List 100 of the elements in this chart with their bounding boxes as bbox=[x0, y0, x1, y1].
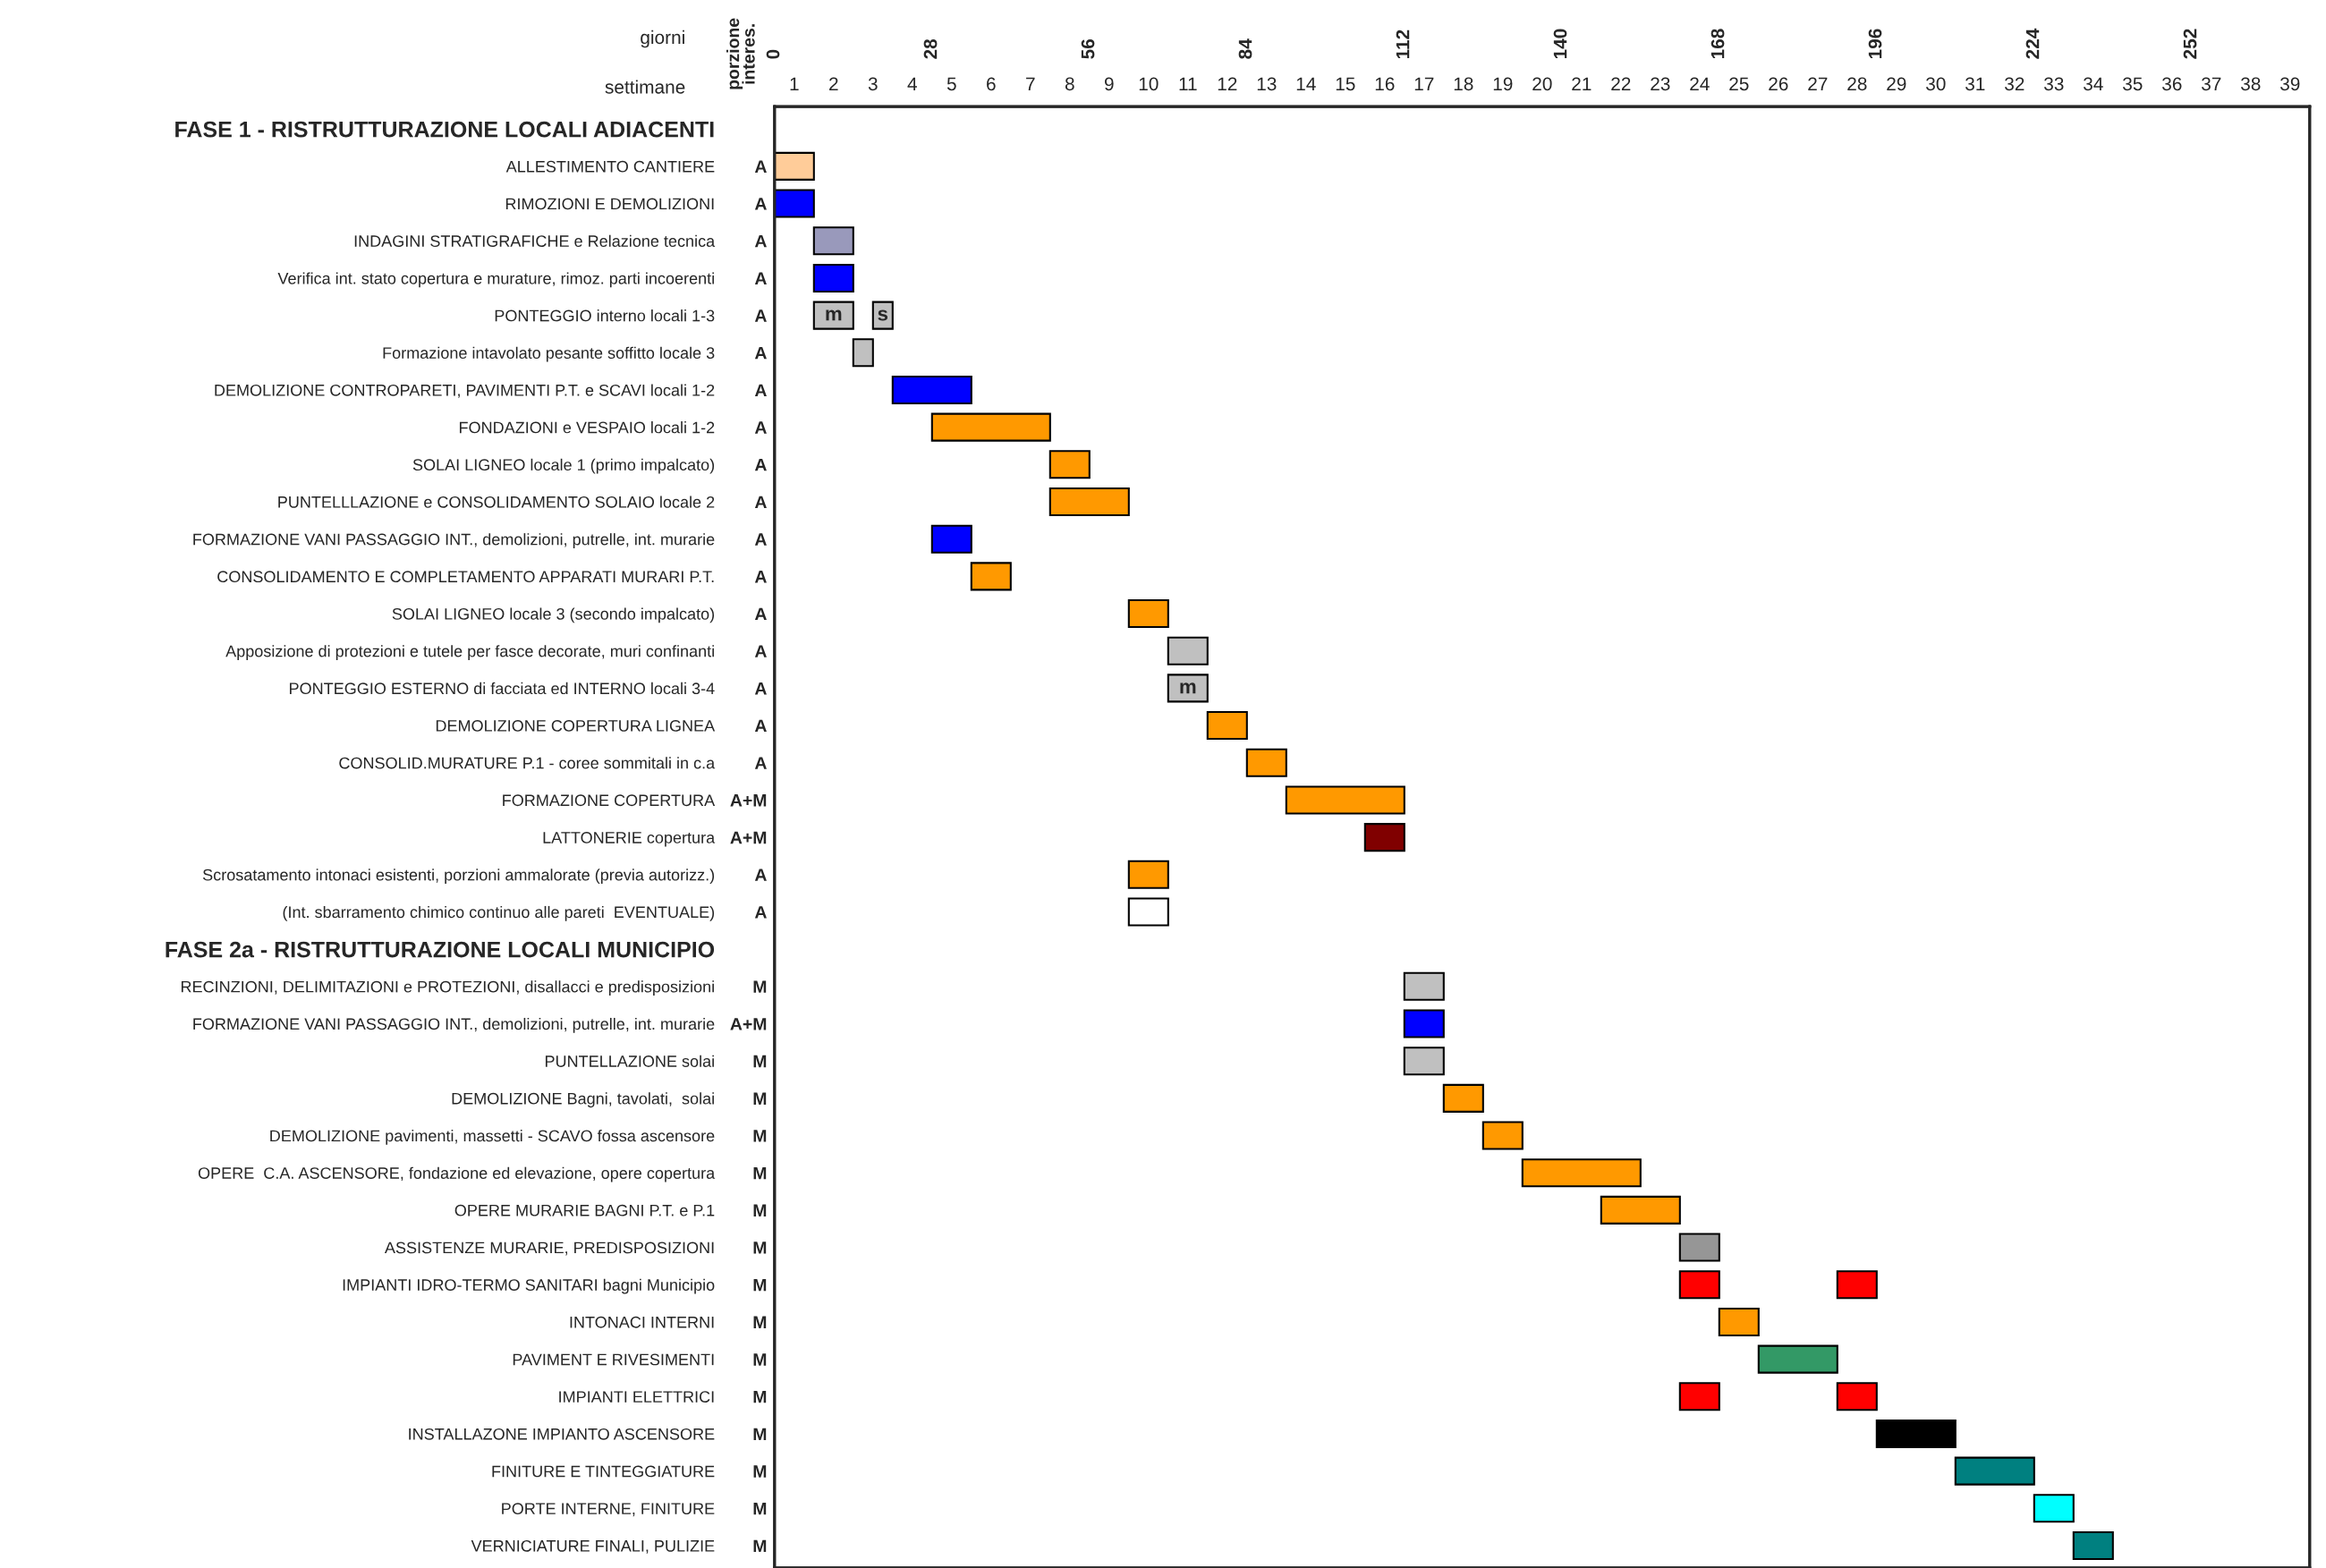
y2-tick-label: A bbox=[754, 198, 767, 210]
bar bbox=[812, 226, 854, 256]
x-axis-title: settimane bbox=[605, 80, 685, 94]
y2-tick-label: M bbox=[753, 1130, 767, 1142]
bar bbox=[1403, 1009, 1445, 1038]
x-tick-label: 16 bbox=[1375, 77, 1395, 91]
x-tick-label: 10 bbox=[1139, 77, 1159, 91]
y-tick-label: OPERE C.A. ASCENSORE, fondazione ed elevazione, opere copertura bbox=[198, 1166, 716, 1182]
y-tick-label: DEMOLIZIONE pavimenti, massetti - SCAVO fossa ascensore bbox=[270, 1129, 715, 1145]
y-tick-label: Scrosatamento intonaci esistenti, porzioni ammalorate (previa autorizz.) bbox=[202, 869, 715, 885]
x-tick-label: 23 bbox=[1651, 77, 1670, 91]
bar bbox=[1127, 897, 1169, 927]
y-tick-label: LATTONERIE copertura bbox=[543, 832, 716, 847]
y-tick-label: DEMOLIZIONE CONTROPARETI, PAVIMENTI P.T. e SCAVI locali 1-2 bbox=[215, 384, 715, 398]
x-tick-label: 35 bbox=[2123, 77, 2143, 91]
x-tick-label: 5 bbox=[947, 77, 956, 91]
x-tick-label: 26 bbox=[1769, 77, 1788, 91]
data-label: m bbox=[826, 309, 842, 321]
y-tick-label: ALLESTIMENTO CANTIERE bbox=[505, 160, 715, 173]
y2-tick-label: M bbox=[753, 1502, 767, 1515]
x-tick-label: 12 bbox=[1218, 77, 1237, 90]
y2-tick-label: M bbox=[753, 1465, 767, 1478]
y-tick-label: RECINZIONI, DELIMITAZIONI e PROTEZIONI, disallacci e predisposizioni bbox=[181, 980, 714, 996]
x-tick-label: 6 bbox=[987, 77, 996, 91]
bar bbox=[970, 562, 1012, 591]
y2-tick-label: A bbox=[754, 533, 767, 546]
y-tick-label: INDAGINI STRATIGRAFICHE e Relazione tecnica bbox=[354, 234, 716, 247]
bar bbox=[891, 375, 972, 404]
y-tick-label: CONSOLIDAMENTO E COMPLETAMENTO APPARATI MURARI P.T. bbox=[217, 571, 714, 583]
x2-tick-label: 252 bbox=[2183, 29, 2197, 59]
bar bbox=[1048, 450, 1091, 479]
y2-tick-label: A bbox=[754, 607, 767, 621]
y2-tick-label: M bbox=[753, 1092, 767, 1105]
x-tick-label: 28 bbox=[1847, 77, 1867, 91]
x-tick-label: 4 bbox=[907, 77, 917, 90]
bar bbox=[1167, 636, 1209, 665]
y2-tick-label: A bbox=[754, 496, 767, 509]
bar bbox=[1245, 748, 1287, 777]
data-label: m bbox=[1180, 682, 1196, 694]
x-tick-label: 27 bbox=[1808, 77, 1828, 90]
bar bbox=[1127, 860, 1169, 889]
bar bbox=[930, 524, 972, 554]
x-tick-label: 2 bbox=[829, 77, 838, 90]
x-tick-label: 13 bbox=[1257, 77, 1277, 91]
y2-tick-label: M bbox=[753, 1539, 767, 1553]
x-tick-label: 9 bbox=[1104, 77, 1114, 91]
y2-tick-label: M bbox=[753, 1204, 767, 1216]
y-tick-label: PAVIMENT E RIVESIMENTI bbox=[513, 1353, 714, 1366]
x-tick-label: 25 bbox=[1729, 77, 1749, 91]
x-tick-label: 17 bbox=[1414, 77, 1434, 90]
bar bbox=[1127, 598, 1169, 629]
bar bbox=[852, 338, 874, 368]
bar bbox=[2033, 1494, 2075, 1523]
y2-tick-label: A bbox=[754, 571, 767, 583]
x-tick-label: 37 bbox=[2202, 77, 2221, 91]
y-tick-label: SOLAI LIGNEO locale 1 (primo impalcato) bbox=[412, 458, 715, 474]
y-tick-label: INTONACI INTERNI bbox=[570, 1316, 714, 1328]
y2-tick-label: M bbox=[753, 1166, 767, 1180]
x2-tick-label: 140 bbox=[1553, 29, 1567, 59]
x-tick-label: 19 bbox=[1493, 77, 1513, 91]
bar bbox=[1363, 823, 1405, 852]
x2-tick-label: 28 bbox=[923, 38, 938, 59]
bar bbox=[1836, 1382, 1878, 1411]
y-tick-label: PORTE INTERNE, FINITURE bbox=[502, 1503, 715, 1517]
x-tick-label: 21 bbox=[1572, 77, 1592, 90]
y2-tick-label: M bbox=[753, 980, 767, 993]
bar bbox=[812, 263, 854, 292]
y-tick-label: RIMOZIONI E DEMOLIZIONI bbox=[505, 198, 714, 210]
bar bbox=[1206, 711, 1248, 741]
x-tick-label: 38 bbox=[2241, 77, 2261, 91]
y2-tick-label: M bbox=[753, 1428, 767, 1440]
y-tick-label: FINITURE E TINTEGGIATURE bbox=[492, 1465, 715, 1478]
bar bbox=[1836, 1270, 1878, 1300]
y-tick-label: VERNICIATURE FINALI, PULIZIE bbox=[471, 1539, 715, 1554]
y2-tick-label: A bbox=[754, 160, 767, 173]
x2-tick-label: 56 bbox=[1081, 39, 1095, 59]
bar bbox=[1678, 1233, 1720, 1262]
y2-tick-label: A bbox=[754, 869, 767, 881]
bar bbox=[812, 301, 854, 330]
bar bbox=[1718, 1307, 1760, 1336]
x-tick-label: 22 bbox=[1611, 77, 1631, 90]
y2-tick-label: A bbox=[754, 458, 767, 471]
y2-tick-label: A+M bbox=[730, 1018, 767, 1030]
x-tick-label: 24 bbox=[1690, 77, 1710, 90]
y2-tick-label: A+M bbox=[730, 831, 767, 844]
y-tick-label: IMPIANTI ELETTRICI bbox=[559, 1391, 714, 1403]
y2-tick-label: M bbox=[753, 1353, 767, 1366]
x-tick-label: 15 bbox=[1336, 77, 1355, 91]
x-tick-label: 18 bbox=[1454, 77, 1473, 91]
y2-tick-label: A bbox=[754, 346, 767, 360]
y2-tick-label: A bbox=[754, 234, 767, 248]
y-tick-label: FORMAZIONE VANI PASSAGGIO INT., demolizioni, putrelle, int. murarie bbox=[193, 1017, 715, 1033]
bar bbox=[1403, 971, 1445, 1001]
y2-tick-label: M bbox=[753, 1242, 767, 1254]
y-tick-label: Formazione intavolato pesante soffitto locale 3 bbox=[383, 346, 715, 362]
y-tick-label: FASE 1 - RISTRUTTURAZIONE LOCALI ADIACENTI bbox=[175, 121, 714, 138]
x2-axis-title: giorni bbox=[641, 30, 684, 48]
y2-tick-label: M bbox=[753, 1390, 767, 1403]
y-tick-label: DEMOLIZIONE Bagni, tavolati, solai bbox=[452, 1092, 714, 1108]
bar bbox=[1521, 1158, 1642, 1188]
